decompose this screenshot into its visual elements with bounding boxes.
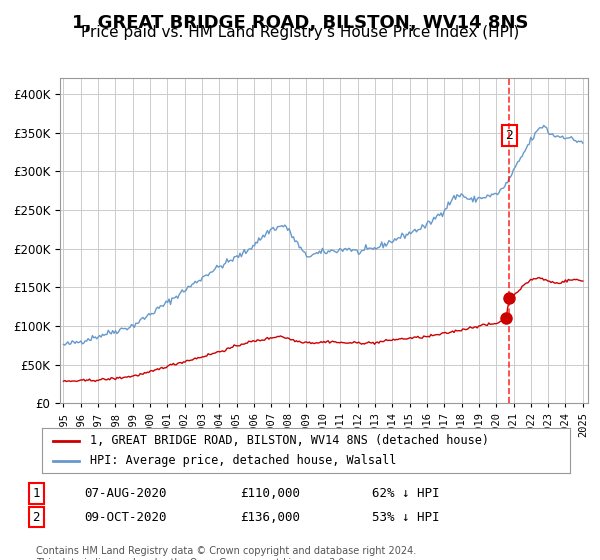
Text: £110,000: £110,000 — [240, 487, 300, 500]
Text: 1, GREAT BRIDGE ROAD, BILSTON, WV14 8NS: 1, GREAT BRIDGE ROAD, BILSTON, WV14 8NS — [72, 14, 528, 32]
Text: 1, GREAT BRIDGE ROAD, BILSTON, WV14 8NS (detached house): 1, GREAT BRIDGE ROAD, BILSTON, WV14 8NS … — [89, 435, 488, 447]
Text: 2: 2 — [32, 511, 40, 524]
Text: 07-AUG-2020: 07-AUG-2020 — [84, 487, 167, 500]
Text: 09-OCT-2020: 09-OCT-2020 — [84, 511, 167, 524]
Text: Price paid vs. HM Land Registry's House Price Index (HPI): Price paid vs. HM Land Registry's House … — [81, 25, 519, 40]
Text: HPI: Average price, detached house, Walsall: HPI: Average price, detached house, Wals… — [89, 454, 396, 467]
Text: 2: 2 — [505, 129, 513, 142]
Text: 62% ↓ HPI: 62% ↓ HPI — [372, 487, 439, 500]
Text: 1: 1 — [32, 487, 40, 500]
Text: Contains HM Land Registry data © Crown copyright and database right 2024.
This d: Contains HM Land Registry data © Crown c… — [36, 546, 416, 560]
Text: £136,000: £136,000 — [240, 511, 300, 524]
Text: 53% ↓ HPI: 53% ↓ HPI — [372, 511, 439, 524]
